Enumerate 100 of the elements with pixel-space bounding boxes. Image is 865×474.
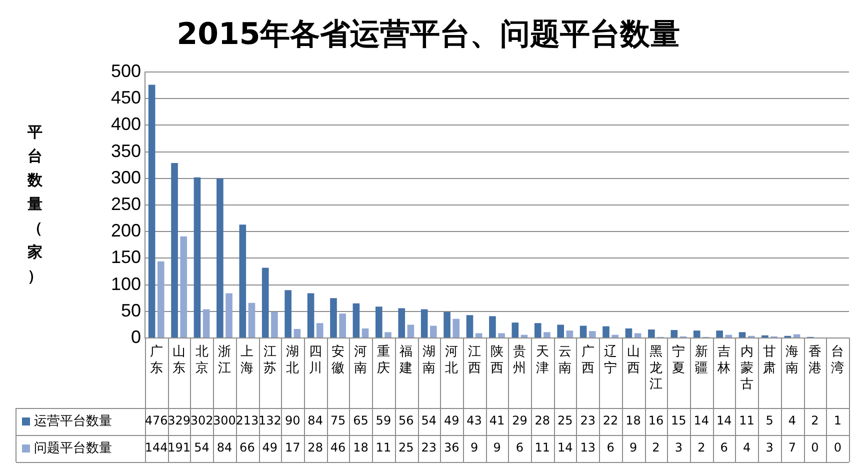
x-tick-label: 江西 <box>468 344 481 376</box>
x-tick-label: 台湾 <box>831 344 844 376</box>
data-label: 46 <box>330 440 346 455</box>
data-label: 0 <box>834 440 842 455</box>
bar <box>430 326 437 338</box>
x-tick-label: 广西 <box>581 344 594 376</box>
legend-label: 运营平台数量 <box>34 414 112 429</box>
x-tick-label: 海南 <box>786 344 799 376</box>
x-tick-label: 山东 <box>172 344 186 376</box>
data-label: 66 <box>240 440 255 455</box>
bar <box>452 318 460 338</box>
bar <box>239 224 246 338</box>
data-label: 15 <box>671 414 686 428</box>
data-label: 41 <box>489 414 505 428</box>
bar <box>420 309 428 338</box>
bar <box>716 330 723 338</box>
data-label: 2 <box>652 440 660 455</box>
y-tick-label: 350 <box>110 140 141 161</box>
data-label: 18 <box>626 414 641 428</box>
bar <box>157 261 164 338</box>
x-tick-label: 吉林 <box>716 344 731 376</box>
bar <box>316 323 324 338</box>
bar <box>194 177 201 338</box>
x-tick-label: 四川 <box>308 344 322 376</box>
bar <box>612 334 618 338</box>
x-tick-label: 上海 <box>240 344 254 376</box>
data-label: 7 <box>788 440 796 455</box>
data-label: 4 <box>742 440 751 455</box>
x-tick-label: 湖北 <box>286 344 300 376</box>
data-label: 29 <box>512 414 528 428</box>
x-tick-label: 福建 <box>398 344 413 376</box>
bar <box>352 303 360 338</box>
x-tick-label: 新疆 <box>694 344 708 376</box>
bar <box>330 298 337 338</box>
data-label: 25 <box>398 440 414 455</box>
bar <box>171 162 178 338</box>
bar <box>376 306 382 338</box>
data-label: 2 <box>811 414 819 428</box>
bar <box>634 333 642 338</box>
data-label: 16 <box>648 414 664 428</box>
data-label: 65 <box>353 414 368 428</box>
data-label: 9 <box>629 440 638 455</box>
x-tick-label: 天津 <box>536 344 549 376</box>
data-label: 18 <box>353 440 368 455</box>
bar <box>248 302 256 338</box>
bar <box>444 312 450 338</box>
x-tick-label: 云南 <box>558 344 572 376</box>
bar <box>625 328 632 338</box>
bar <box>534 323 542 338</box>
data-label: 56 <box>398 414 414 428</box>
y-tick-label: 0 <box>130 326 141 347</box>
data-label: 90 <box>284 414 300 428</box>
data-label: 49 <box>444 414 460 428</box>
data-label: 22 <box>602 414 618 428</box>
data-label: 75 <box>330 414 346 428</box>
x-tick-label: 甘肃 <box>763 344 776 376</box>
y-tick-label: 450 <box>110 88 141 108</box>
data-label: 0 <box>811 440 819 455</box>
data-label: 1 <box>834 414 842 428</box>
data-label: 329 <box>168 414 191 428</box>
x-tick-label: 香港 <box>808 344 822 376</box>
chart-title: 2015年各省运营平台、问题平台数量 <box>176 16 680 52</box>
y-tick-label: 50 <box>120 300 141 320</box>
data-label: 84 <box>216 440 232 455</box>
bar <box>725 334 732 338</box>
data-label: 11 <box>376 440 392 455</box>
bar <box>407 324 414 338</box>
bar <box>307 293 314 338</box>
bar <box>557 324 564 338</box>
bar <box>466 315 474 338</box>
bar <box>226 293 232 338</box>
bar <box>398 308 406 338</box>
data-label: 2 <box>698 440 706 455</box>
x-tick-label: 安徽 <box>332 344 345 376</box>
bar <box>262 268 269 338</box>
data-label: 302 <box>190 414 214 428</box>
bar <box>148 84 156 338</box>
data-label: 84 <box>308 414 323 428</box>
bar <box>580 326 587 338</box>
x-tick-label: 湖南 <box>422 344 436 376</box>
bar <box>271 312 278 338</box>
y-tick-label: 300 <box>110 167 141 188</box>
data-label: 11 <box>739 414 754 428</box>
data-label: 5 <box>766 414 774 428</box>
data-label: 300 <box>213 414 236 428</box>
x-tick-label: 北京 <box>195 344 208 376</box>
data-label: 25 <box>557 414 573 428</box>
y-tick-label: 100 <box>110 274 141 294</box>
data-label: 132 <box>258 414 282 428</box>
data-label: 4 <box>788 414 796 428</box>
x-tick-label: 宁夏 <box>672 344 686 376</box>
data-label: 191 <box>168 440 191 455</box>
data-label: 23 <box>580 414 596 428</box>
bar <box>544 332 550 338</box>
bar <box>294 328 301 338</box>
legend-label: 问题平台数量 <box>34 440 112 456</box>
y-tick-label: 400 <box>110 114 141 134</box>
bar <box>602 326 610 338</box>
y-tick-label: 500 <box>110 60 141 81</box>
data-label: 6 <box>720 440 728 455</box>
